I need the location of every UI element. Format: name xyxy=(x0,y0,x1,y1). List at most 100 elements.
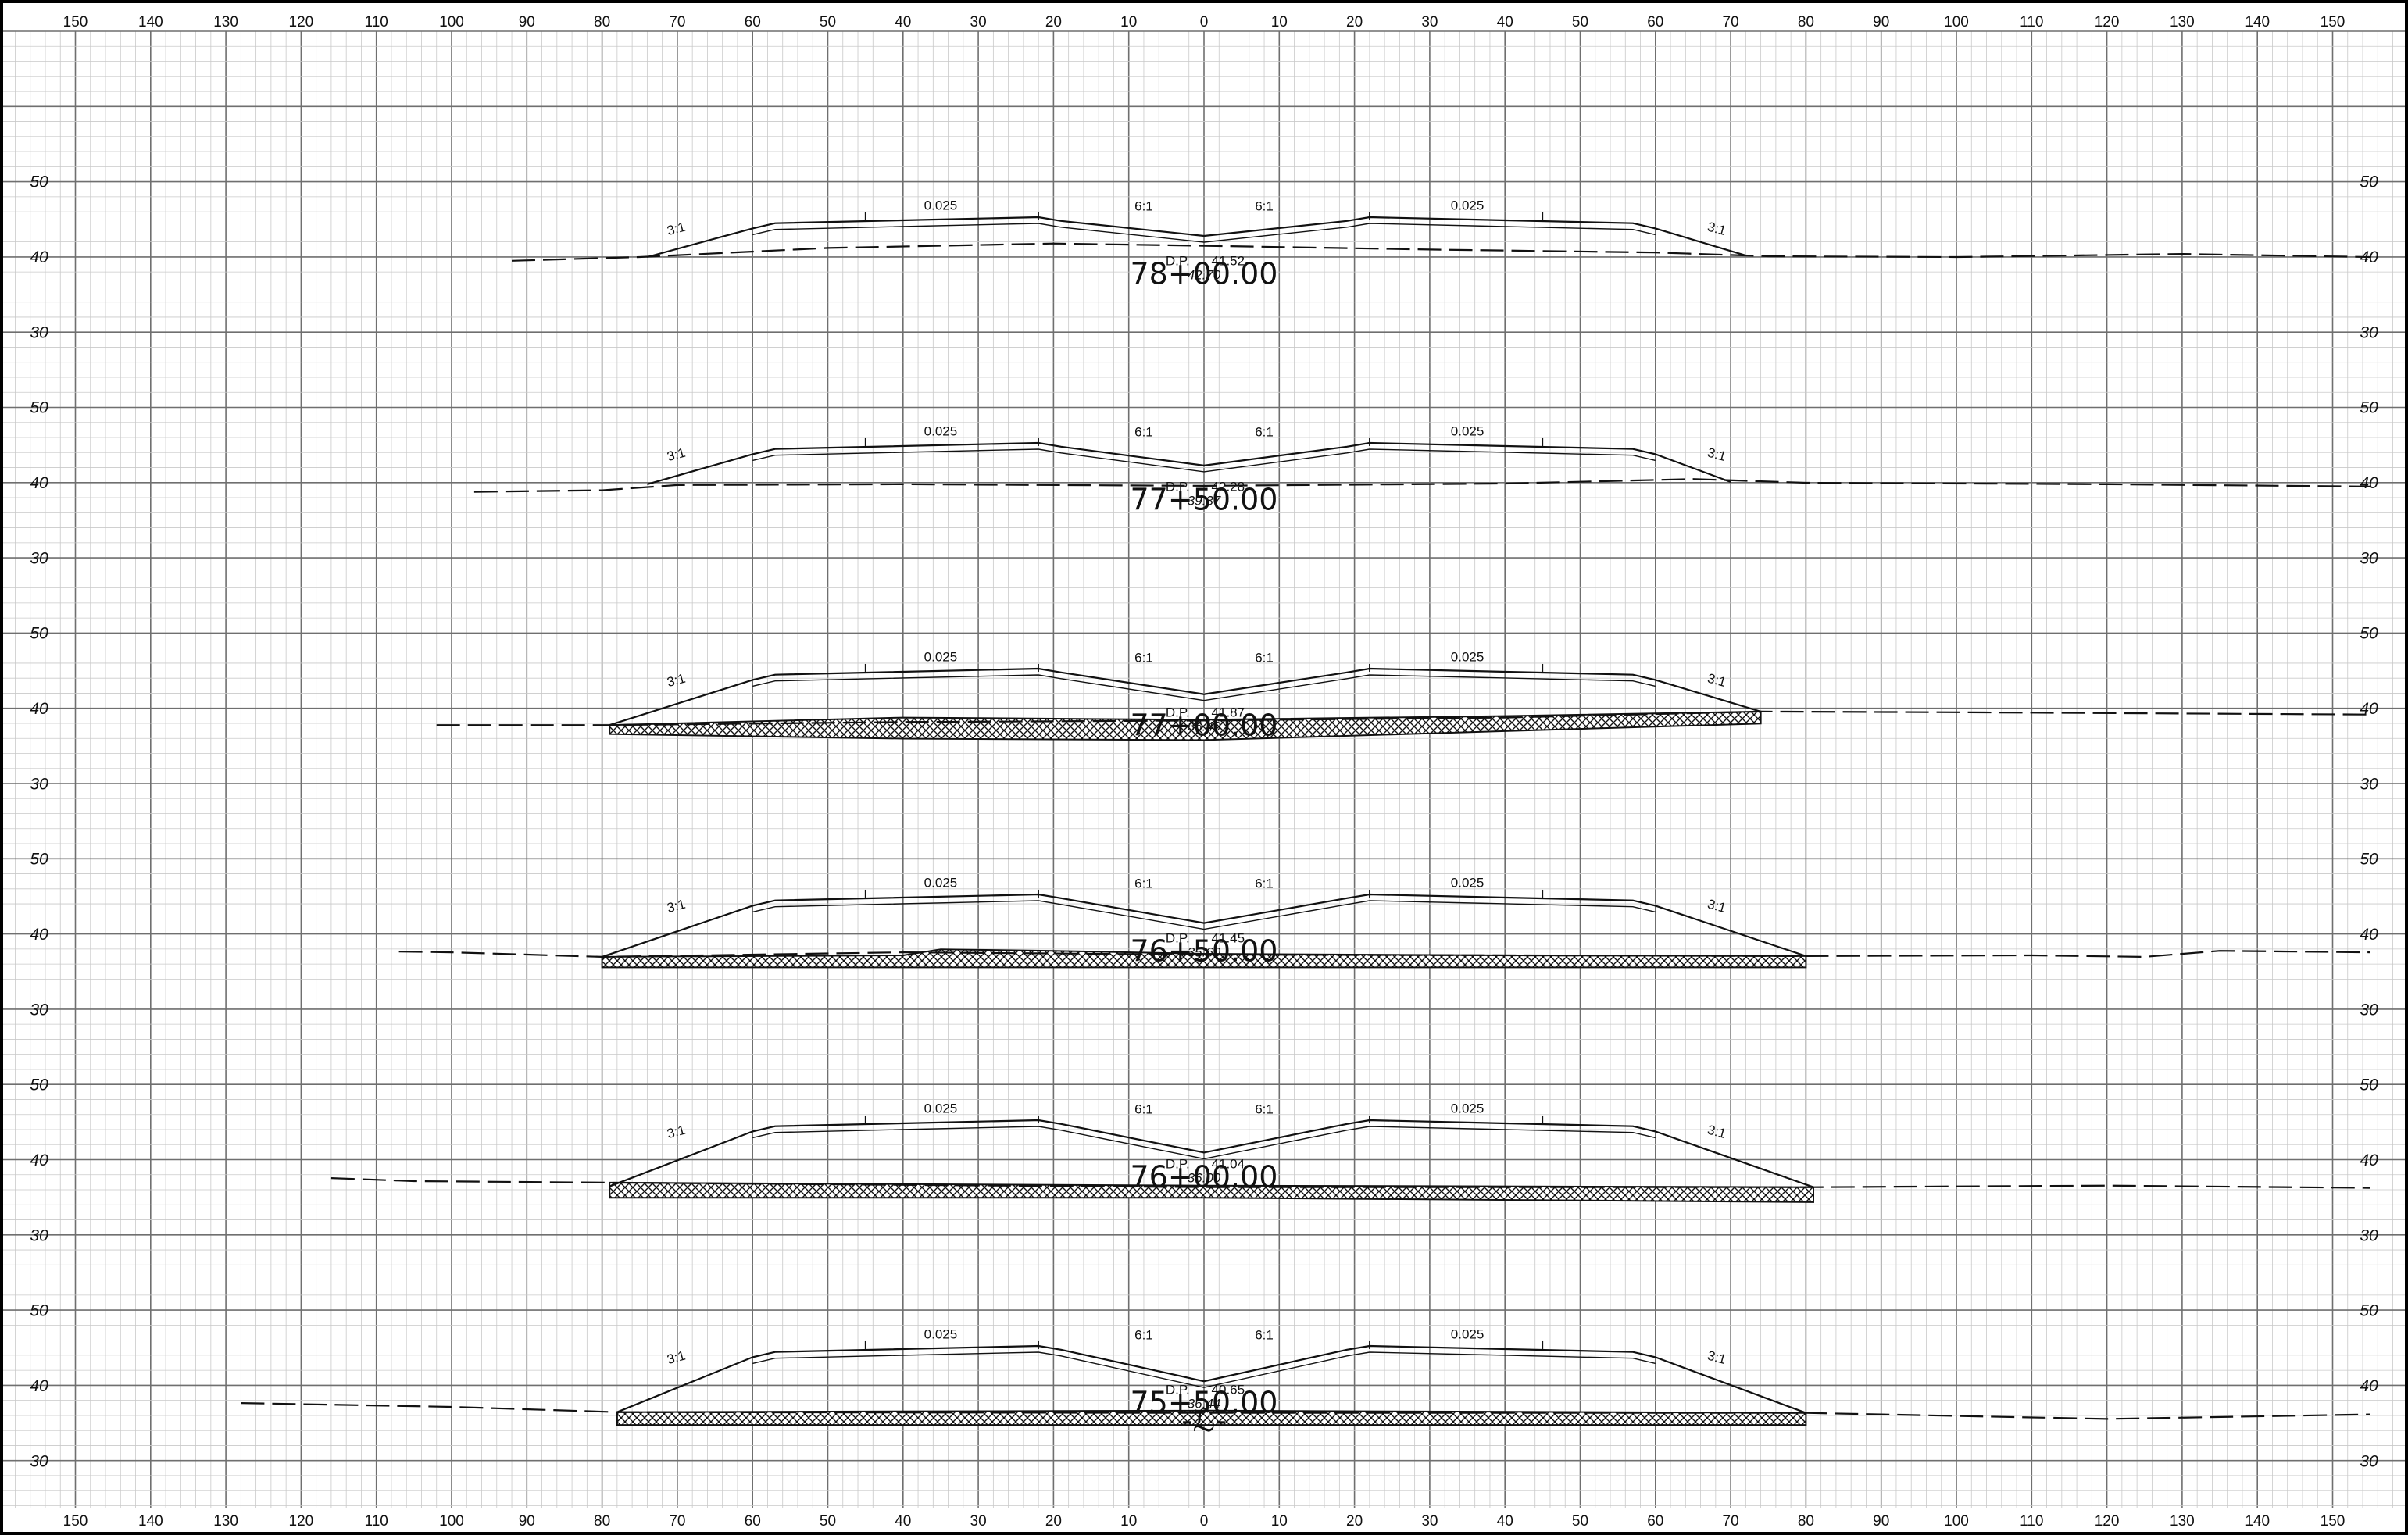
dp-elevation: 41.04 xyxy=(1212,1157,1245,1172)
x-tick-label: 70 xyxy=(669,1513,685,1530)
elevation-label: 50 xyxy=(30,173,48,191)
x-tick-label: 20 xyxy=(1045,14,1062,30)
dp-elevation: 41.87 xyxy=(1212,705,1245,720)
x-tick-label: 80 xyxy=(594,14,610,30)
slope-label: 6:1 xyxy=(1134,876,1153,891)
x-tick-label: 150 xyxy=(63,14,88,30)
slope-label: 0.025 xyxy=(1451,198,1484,212)
existing-ground-line xyxy=(436,710,2370,726)
elevation-label: 40 xyxy=(30,926,48,944)
elevation-label: 50 xyxy=(30,851,48,869)
elevation-label: 50 xyxy=(2360,851,2378,869)
slope-label: 0.025 xyxy=(924,875,958,890)
x-tick-label: 50 xyxy=(820,14,836,30)
pavement-bottom-line xyxy=(752,1351,1656,1388)
ground-elevation: 36.44 xyxy=(1188,1397,1221,1412)
pavement-bottom-line xyxy=(752,900,1656,930)
x-tick-label: 10 xyxy=(1271,1513,1288,1530)
slope-label: 6:1 xyxy=(1255,1327,1274,1342)
slope-label: 0.025 xyxy=(1451,423,1484,438)
elevation-label: 30 xyxy=(30,1226,48,1244)
elevation-label: 30 xyxy=(2360,1001,2378,1019)
elevation-label: 30 xyxy=(30,1001,48,1019)
x-tick-label: 70 xyxy=(1723,1513,1739,1530)
slope-label: 6:1 xyxy=(1134,1327,1153,1342)
x-tick-label: 10 xyxy=(1271,14,1288,30)
x-tick-label: 140 xyxy=(2245,14,2270,30)
x-tick-label: 60 xyxy=(745,14,761,30)
slope-label: 0.025 xyxy=(924,198,958,212)
x-tick-label: 90 xyxy=(519,1513,535,1530)
elevation-label: 30 xyxy=(2360,775,2378,793)
elevation-label: 50 xyxy=(2360,173,2378,191)
x-tick-label: 90 xyxy=(1873,14,1889,30)
x-tick-label: 120 xyxy=(289,14,314,30)
elevation-label: 30 xyxy=(30,549,48,567)
pavement-bottom-line xyxy=(752,223,1656,243)
station-label: 75+50.00 xyxy=(1131,1386,1278,1420)
x-tick-label: 30 xyxy=(970,1513,987,1530)
x-tick-label: 100 xyxy=(1944,14,1969,30)
elevation-label: 40 xyxy=(30,474,48,492)
slope-label: 6:1 xyxy=(1134,650,1153,665)
x-tick-label: 30 xyxy=(1421,14,1438,30)
ground-elevation: 39.37 xyxy=(1188,494,1221,509)
x-tick-label: 140 xyxy=(2245,1513,2270,1530)
x-tick-label: 80 xyxy=(594,1513,610,1530)
slope-label: 0.025 xyxy=(924,423,958,438)
elevation-label: 50 xyxy=(2360,1302,2378,1320)
x-tick-label: 40 xyxy=(1497,14,1513,30)
elevation-label: 40 xyxy=(2360,700,2378,718)
roadway-template xyxy=(609,667,1761,726)
existing-ground-line xyxy=(398,950,2370,958)
elevation-label: 30 xyxy=(2360,549,2378,567)
dp-label: D.P. xyxy=(1166,1383,1190,1398)
x-tick-label: 40 xyxy=(895,1513,911,1530)
x-tick-label: 150 xyxy=(2320,14,2345,30)
dp-elevation: 41.45 xyxy=(1212,931,1245,946)
x-tick-label: 50 xyxy=(1572,14,1588,30)
ground-elevation: 36.00 xyxy=(1188,1171,1221,1186)
grid xyxy=(0,30,2408,1508)
station-label: 78+00.00 xyxy=(1131,257,1278,291)
elevation-label: 40 xyxy=(30,248,48,266)
x-tick-label: 110 xyxy=(365,1513,388,1530)
x-tick-label: 10 xyxy=(1120,1513,1137,1530)
x-tick-label: 100 xyxy=(439,1513,464,1530)
x-tick-label: 110 xyxy=(2020,1513,2043,1530)
pavement-bottom-line xyxy=(752,674,1656,701)
ground-elevation: 35.60 xyxy=(1188,945,1221,960)
slope-label: 0.025 xyxy=(1451,1326,1484,1341)
station-label: 76+00.00 xyxy=(1131,1160,1278,1194)
x-tick-label: 100 xyxy=(439,14,464,30)
slope-label: 0.025 xyxy=(924,649,958,664)
elevation-label: 30 xyxy=(30,323,48,341)
slope-label: 6:1 xyxy=(1255,1101,1274,1116)
dp-elevation: 42.28 xyxy=(1212,480,1245,494)
x-tick-label: 60 xyxy=(1647,14,1663,30)
elevation-label: 50 xyxy=(2360,399,2378,417)
x-tick-label: 20 xyxy=(1346,14,1363,30)
elevation-label: 50 xyxy=(30,625,48,643)
x-tick-label: 150 xyxy=(63,1513,88,1530)
centerline-label: -ℒ- xyxy=(1181,1403,1227,1439)
x-tick-label: 0 xyxy=(1200,1513,1209,1530)
station-label: 77+00.00 xyxy=(1131,709,1278,743)
slope-label: 6:1 xyxy=(1255,876,1274,891)
elevation-label: 40 xyxy=(2360,474,2378,492)
x-tick-label: 110 xyxy=(365,14,388,30)
dp-label: D.P. xyxy=(1166,254,1190,269)
slope-label: 0.025 xyxy=(1451,875,1484,890)
slope-label: 0.025 xyxy=(924,1101,958,1116)
x-tick-label: 90 xyxy=(1873,1513,1889,1530)
elevation-label: 30 xyxy=(2360,1452,2378,1470)
ground-elevation: 42.70 xyxy=(1188,268,1221,283)
existing-ground-line xyxy=(511,242,2370,262)
x-tick-label: 140 xyxy=(138,1513,163,1530)
roadway-template xyxy=(616,1344,1806,1414)
x-tick-label: 130 xyxy=(213,1513,238,1530)
